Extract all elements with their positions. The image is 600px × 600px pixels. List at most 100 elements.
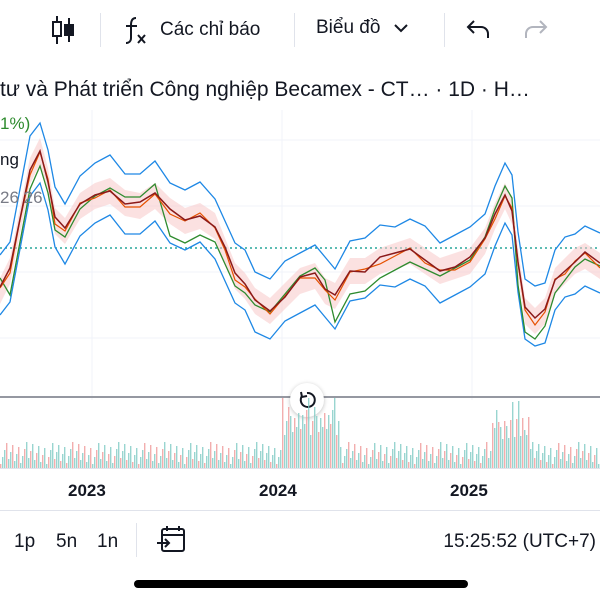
volume-bar — [416, 457, 418, 468]
volume-bar — [582, 451, 584, 468]
volume-bar — [222, 446, 224, 468]
volume-bar — [196, 445, 198, 468]
volume-bar — [166, 458, 168, 468]
volume-bar — [576, 449, 578, 468]
volume-bar — [522, 418, 524, 468]
interval-1n[interactable]: 1n — [97, 531, 119, 552]
volume-bar — [148, 452, 150, 468]
volume-bar — [154, 454, 156, 468]
volume-bar — [306, 410, 308, 468]
undo-button[interactable] — [466, 18, 490, 40]
volume-bar — [158, 463, 160, 468]
volume-bar — [376, 459, 378, 468]
volume-bar — [30, 451, 32, 468]
volume-bar — [578, 442, 580, 468]
volume-bar — [262, 444, 264, 468]
interval-5n[interactable]: 5n — [56, 531, 78, 552]
volume-bar — [468, 459, 470, 468]
volume-bar — [298, 413, 300, 468]
price-chart-pane[interactable] — [0, 110, 600, 400]
volume-bar — [100, 459, 102, 468]
volume-bar — [250, 463, 252, 468]
volume-bar — [274, 448, 276, 468]
volume-bar — [356, 460, 358, 468]
volume-bar — [362, 462, 364, 468]
chart-style-button[interactable] — [50, 14, 76, 46]
volume-bar — [220, 453, 222, 468]
volume-bar — [574, 456, 576, 468]
volume-bar — [510, 420, 512, 468]
volume-bar — [230, 464, 232, 468]
volume-bar — [50, 450, 52, 468]
volume-bar — [16, 454, 18, 468]
volume-bar — [24, 449, 26, 468]
volume-bar — [174, 453, 176, 468]
volume-bar — [382, 461, 384, 468]
volume-bar — [506, 426, 508, 468]
time-axis[interactable]: 2023 2024 2025 — [0, 468, 600, 509]
calendar-goto-icon[interactable] — [156, 523, 188, 555]
volume-bar — [336, 435, 338, 468]
volume-bar — [528, 417, 530, 468]
volume-bar — [268, 446, 270, 468]
volume-bar — [52, 443, 54, 468]
volume-bar — [536, 451, 538, 468]
volume-bar — [0, 464, 2, 468]
volume-bar — [162, 449, 164, 468]
volume-bar — [494, 428, 496, 468]
volume-bar — [492, 423, 494, 468]
reset-icon — [297, 390, 317, 410]
interval-1p[interactable]: 1p — [14, 531, 36, 552]
volume-bar — [132, 462, 134, 468]
volume-bar — [326, 429, 328, 468]
volume-bar — [272, 455, 274, 468]
volume-bar — [94, 457, 96, 468]
redo-button[interactable] — [524, 18, 548, 40]
volume-bar — [186, 457, 188, 468]
volume-bar — [72, 442, 74, 468]
volume-bar — [116, 449, 118, 468]
time-label-2024: 2024 — [259, 481, 297, 500]
chart-type-dropdown[interactable]: Biểu đồ — [316, 17, 409, 39]
price-chart — [0, 110, 600, 400]
volume-bar — [470, 452, 472, 468]
volume-bar — [184, 464, 186, 468]
volume-bar — [418, 450, 420, 468]
volume-bar — [484, 449, 486, 468]
symbol-title-bar[interactable]: tư và Phát triển Công nghiệp Becamex - C… — [0, 70, 600, 114]
volume-bar — [54, 459, 56, 468]
volume-bar — [304, 424, 306, 468]
volume-bar — [348, 442, 350, 468]
time-label-2025: 2025 — [450, 481, 488, 500]
volume-bar — [566, 461, 568, 468]
volume-bar — [480, 463, 482, 468]
volume-bar — [530, 449, 532, 468]
volume-bar — [224, 462, 226, 468]
volume-bar — [146, 459, 148, 468]
volume-bar — [588, 453, 590, 468]
clock-timezone[interactable]: 15:25:52 (UTC+7) — [443, 531, 596, 552]
volume-pane[interactable] — [0, 398, 600, 468]
volume-bar — [460, 464, 462, 468]
toolbar-separator — [100, 13, 101, 47]
volume-bar — [434, 463, 436, 468]
volume-bar — [388, 463, 390, 468]
volume-bar — [136, 448, 138, 468]
volume-bar — [302, 415, 304, 468]
volume-bar — [426, 445, 428, 468]
volume-bar — [218, 460, 220, 468]
volume-bar — [570, 447, 572, 468]
volume-bar — [562, 452, 564, 468]
volume-bar — [554, 457, 556, 468]
volume-bar — [112, 463, 114, 468]
volume-bar — [476, 454, 478, 468]
volume-bar — [378, 452, 380, 468]
volume-bar — [358, 453, 360, 468]
volume-bar — [192, 459, 194, 468]
volume-bar — [114, 456, 116, 468]
bottom-toolbar: 1p 5n 1n 15:25:52 (UTC+7) — [0, 510, 600, 567]
bollinger-upper — [0, 121, 600, 287]
indicators-button[interactable]: Các chỉ báo — [122, 14, 260, 46]
volume-bar — [56, 452, 58, 468]
volume-bar — [300, 429, 302, 468]
